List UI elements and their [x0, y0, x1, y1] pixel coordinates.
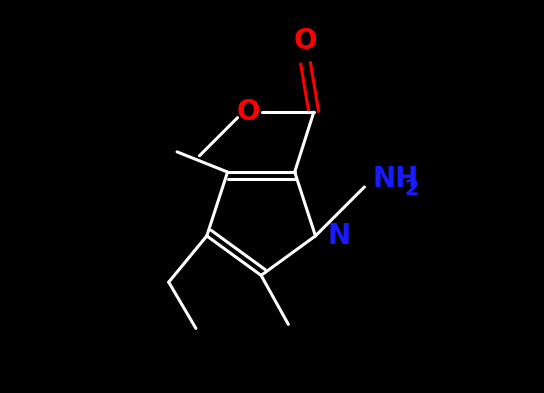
Text: N: N: [327, 222, 350, 250]
Text: O: O: [237, 98, 260, 126]
Text: O: O: [294, 27, 317, 55]
Text: NH: NH: [373, 165, 419, 193]
Text: 2: 2: [404, 178, 419, 198]
